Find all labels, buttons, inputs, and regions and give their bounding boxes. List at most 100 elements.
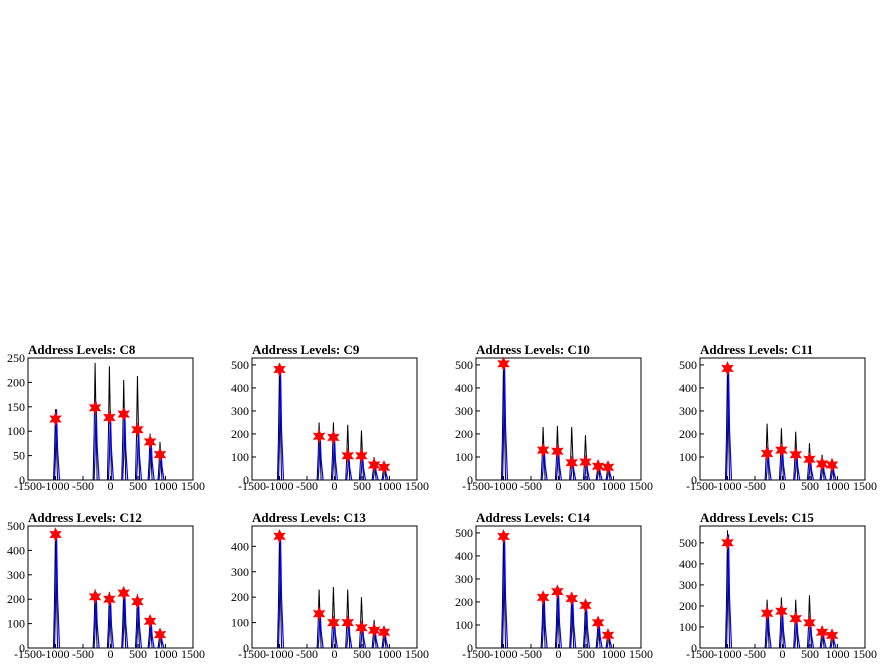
y-tick-label: 150: [7, 400, 25, 414]
x-tick-label: -1000: [490, 479, 518, 493]
x-tick-label: -1500: [686, 647, 714, 661]
marker-2: [327, 615, 340, 630]
marker-2: [551, 584, 564, 599]
blue-peak-1: [765, 447, 772, 481]
x-tick-label: 1000: [826, 647, 850, 661]
x-tick-label: 1500: [181, 647, 205, 661]
chart-panel: Address Levels: C13 0 100 200 300 400 -1500 -10…: [231, 510, 429, 661]
y-tick-label: 100: [455, 618, 473, 632]
x-tick-label: 500: [801, 647, 819, 661]
y-tick-label: 100: [231, 450, 249, 464]
y-tick-label: 200: [231, 590, 249, 604]
marker-1: [760, 446, 774, 461]
panel-title: Address Levels: C12: [28, 510, 142, 525]
x-tick-label: -1500: [14, 479, 42, 493]
chart-panel: Address Levels: C15 0 100 200 300 400 500 -1500…: [679, 510, 877, 661]
chart-panel: Address Levels: C12 0 100 200 300 400 500 -1500…: [7, 510, 205, 661]
marker-3: [117, 585, 130, 601]
x-tick-label: 1000: [378, 647, 402, 661]
marker-1: [536, 442, 550, 458]
marker-4: [355, 620, 368, 635]
x-tick-label: -1500: [462, 647, 490, 661]
black-peak-6: [157, 441, 163, 481]
chart-panel: Address Levels: C8 0 50 100 150 200 250 -1500 -1…: [7, 342, 205, 493]
black-peak-0: [725, 530, 730, 649]
chart-panel: Address Levels: C90100200300400500-1500-…: [231, 342, 429, 493]
x-tick-label: 1500: [629, 479, 653, 493]
marker-6: [377, 460, 391, 475]
x-tick-label: 1000: [602, 647, 626, 661]
y-tick-label: 50: [13, 449, 25, 463]
black-peak-2: [778, 597, 784, 649]
x-tick-label: 1000: [154, 479, 178, 493]
chart-panel: Address Levels: C14 0 100 200 300 400 500 -1500…: [455, 510, 653, 661]
marker-2: [775, 603, 788, 619]
marker-1: [88, 589, 102, 605]
x-tick-label: -500: [72, 647, 94, 661]
x-tick-label: -1000: [42, 479, 70, 493]
marker-2: [103, 591, 116, 607]
marker-3: [565, 591, 578, 606]
marker-2: [327, 430, 340, 445]
y-tick-label: 0: [19, 473, 25, 487]
x-tick-label: -1500: [462, 479, 490, 493]
x-tick-label: -1500: [686, 479, 714, 493]
y-tick-label: 500: [455, 526, 473, 540]
y-tick-label: 500: [7, 519, 25, 533]
marker-1: [312, 429, 326, 444]
blue-peak-2: [331, 617, 338, 649]
x-tick-label: -500: [520, 479, 542, 493]
marker-4: [355, 448, 368, 464]
y-tick-label: 0: [691, 641, 697, 655]
x-tick-label: -500: [296, 479, 318, 493]
x-tick-label: -1500: [238, 647, 266, 661]
y-tick-label: 100: [7, 617, 25, 631]
y-tick-label: 0: [467, 473, 473, 487]
y-tick-label: 100: [679, 450, 697, 464]
marker-2: [551, 443, 564, 459]
x-tick-label: 1500: [181, 479, 205, 493]
x-tick-label: 1000: [826, 479, 850, 493]
marker-5: [367, 622, 381, 638]
y-tick-label: 200: [7, 592, 25, 606]
x-tick-label: 0: [332, 647, 338, 661]
x-tick-label: 0: [780, 479, 786, 493]
marker-5: [143, 613, 157, 629]
y-tick-label: 400: [455, 549, 473, 563]
x-tick-label: 0: [780, 647, 786, 661]
x-tick-label: 1500: [405, 647, 429, 661]
x-tick-label: -1000: [266, 647, 294, 661]
x-tick-label: 1500: [853, 479, 877, 493]
y-tick-label: 300: [455, 404, 473, 418]
blue-peak-0: [725, 534, 733, 649]
marker-0: [273, 528, 286, 544]
black-peak-1: [764, 599, 770, 649]
marker-4: [131, 422, 144, 437]
x-tick-label: -1000: [490, 647, 518, 661]
x-tick-label: -1000: [42, 647, 70, 661]
marker-5: [143, 434, 157, 450]
x-tick-label: -1000: [714, 479, 742, 493]
y-tick-label: 100: [679, 620, 697, 634]
x-tick-label: 1500: [405, 479, 429, 493]
marker-0: [49, 411, 62, 427]
black-peak-5: [371, 620, 377, 649]
y-tick-label: 100: [231, 616, 249, 630]
x-tick-label: 500: [577, 647, 595, 661]
marker-2: [103, 410, 116, 425]
y-tick-label: 500: [679, 358, 697, 372]
y-tick-label: 400: [231, 381, 249, 395]
black-peak-3: [121, 379, 127, 481]
marker-0: [497, 529, 510, 544]
x-tick-label: 1000: [154, 647, 178, 661]
chart-panel: Address Levels: C10 0 100 200 300 400 500 -1500…: [455, 342, 653, 493]
x-tick-label: -1000: [266, 479, 294, 493]
y-tick-label: 500: [679, 536, 697, 550]
y-tick-label: 400: [679, 381, 697, 395]
x-tick-label: -500: [520, 647, 542, 661]
x-tick-label: 0: [556, 647, 562, 661]
y-tick-label: 100: [7, 424, 25, 438]
marker-4: [803, 615, 816, 631]
black-peak-2: [330, 422, 336, 481]
